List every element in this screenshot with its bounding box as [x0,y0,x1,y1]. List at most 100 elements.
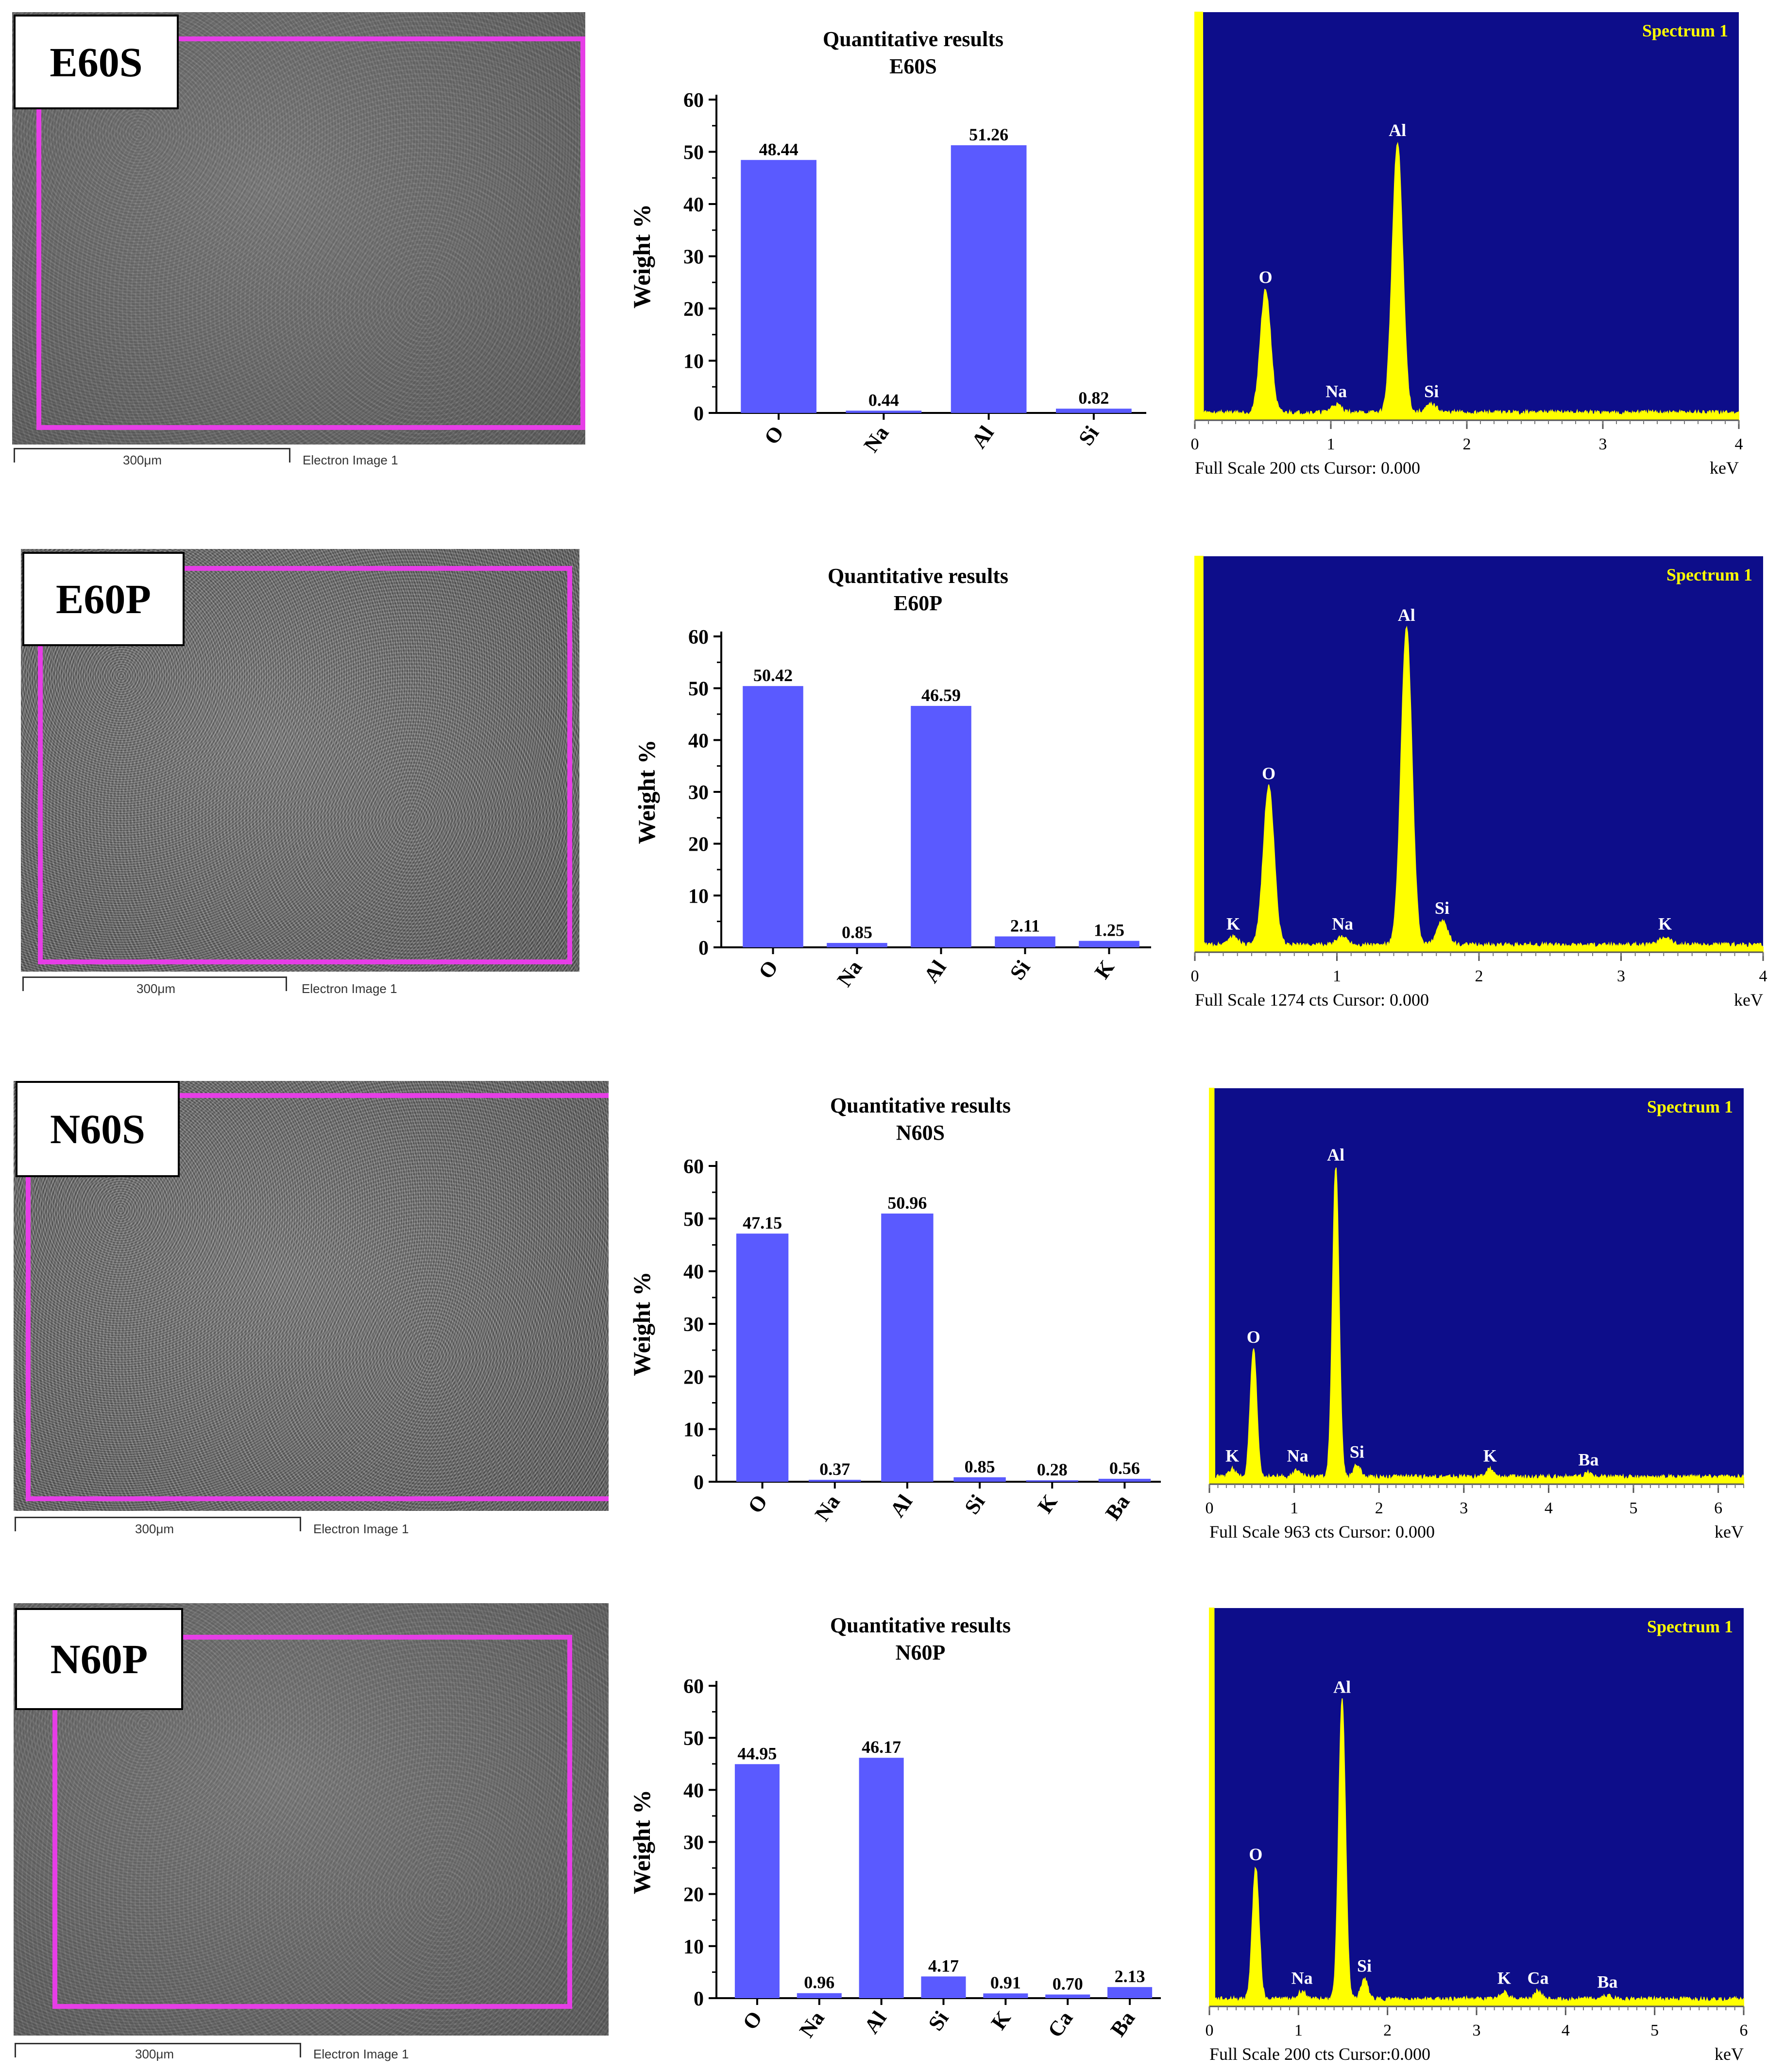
spectrum-trace [1194,12,1739,421]
x-tick-label: 3 [1473,2021,1481,2039]
y-tick-label: 30 [683,246,704,269]
bar-chart-e60p: Quantitative results E60P Weight % 0 10 20 30 4… [633,564,1151,991]
bar-value-label: 48.44 [759,139,799,159]
bar-value-label: 51.26 [969,125,1008,144]
bar-k [1026,1480,1078,1482]
sample-label: E60S [14,15,179,109]
y-tick-label: 40 [683,194,704,216]
peak-label-al: Al [1398,605,1415,625]
bar-value-label: 0.91 [990,1973,1021,1992]
y-tick-label: 50 [683,1728,704,1750]
scale-bar-label: 300μm [136,981,176,996]
spectrum-footer: Full Scale 200 cts Cursor: 0.000 [1195,458,1420,478]
bar-ba [1107,1987,1153,1998]
bar-value-label: 0.85 [965,1457,995,1476]
x-tick-label: Al [919,956,951,987]
electron-image-label: Electron Image 1 [303,453,398,467]
x-tick-label: Si [924,2007,953,2035]
peak-label-si: Si [1435,898,1449,918]
x-tick-label: Ba [1101,1490,1135,1524]
scale-bar-label: 300μm [135,1522,174,1536]
bar-na [846,411,922,413]
x-tick-label: 4 [1735,435,1743,453]
x-tick-label: Al [885,1490,917,1522]
x-axis-unit: keV [1715,1522,1744,1541]
x-axis-unit: keV [1710,458,1739,478]
bar-value-label: 1.25 [1094,921,1124,940]
y-tick-label: 0 [694,403,704,425]
y-tick-label: 30 [688,782,709,804]
bar-value-label: 0.70 [1053,1974,1083,1993]
scale-bar: 300μm Electron Image 1 [15,1517,452,1546]
spectrum-title: Spectrum 1 [1642,21,1728,40]
row-n60p: N60P 300μm Electron Image 1 Quantitative… [0,1584,1784,2071]
scale-bar-label: 300μm [123,453,162,467]
roi-frame [52,1635,572,2009]
spectrum-trace [1209,1088,1744,1485]
bar-value-label: 47.15 [743,1213,782,1233]
x-tick-label: 3 [1617,967,1625,985]
x-tick-label: Na [795,2007,829,2042]
spectrum-trace [1194,556,1764,953]
y-tick-label: 60 [683,89,704,112]
x-tick-label: 6 [1740,2021,1748,2039]
y-tick-label: 20 [683,1366,704,1388]
x-tick-label: 4 [1545,1499,1553,1517]
bar-al [951,145,1027,413]
peak-label-na: Na [1291,1968,1313,1987]
sample-label: N60P [15,1608,183,1710]
y-axis-label: Weight % [628,204,655,308]
peak-label-ba: Ba [1597,1972,1617,1992]
bar-value-label: 44.95 [737,1744,777,1763]
bar-value-label: 0.28 [1037,1460,1068,1479]
roi-frame [38,566,572,964]
bar-o [743,686,803,947]
row-n60s: N60S 300μm Electron Image 1 Quantitative… [0,1059,1784,1545]
peak-label-si: Si [1424,382,1439,401]
bar-al [881,1213,934,1482]
x-tick-label: 2 [1375,1499,1383,1517]
scale-bar-label: 300μm [135,2047,174,2061]
electron-image-label: Electron Image 1 [302,981,397,996]
y-tick-label: 20 [683,1884,704,1906]
peak-label-al: Al [1333,1678,1351,1697]
y-tick-label: 0 [694,1472,704,1494]
y-tick-label: 40 [688,730,709,752]
x-tick-label: Si [960,1490,989,1519]
sample-label: N60S [16,1081,180,1177]
x-tick-label: 1 [1333,967,1341,985]
peak-label-k: K [1658,914,1672,933]
bar-ca [1045,1994,1090,1998]
bar-na [827,942,887,947]
electron-image-label: Electron Image 1 [313,1522,409,1536]
bar-na [797,1993,842,1998]
spectrum-footer: Full Scale 963 cts Cursor: 0.000 [1209,1522,1435,1541]
peak-label-o: O [1259,267,1273,287]
row-e60s: E60S 300μm Electron Image 1 Quantitative… [0,0,1784,486]
spectrum-title: Spectrum 1 [1647,1617,1733,1636]
x-tick-label: 2 [1475,967,1483,985]
x-axis-unit: keV [1734,990,1763,1010]
spectrum-footer: Full Scale 200 cts Cursor:0.000 [1209,2044,1430,2064]
x-tick-label: Na [833,956,867,991]
y-tick-label: 20 [688,834,709,856]
bar-o [741,160,816,413]
y-tick-label: 50 [683,1208,704,1231]
bar-value-label: 2.13 [1115,1967,1145,1986]
bar-si [953,1477,1006,1482]
spectrum-trace [1209,1608,1744,2007]
bar-chart-n60p: Quantitative results N60P Weight % 0 10 20 30 4… [628,1613,1161,2042]
bar-value-label: 0.82 [1078,388,1109,408]
x-tick-label: Al [859,2007,891,2038]
x-tick-label: 0 [1206,2021,1214,2039]
bar-o [736,1233,789,1482]
y-tick-label: 10 [683,351,704,373]
spectrum-title: Spectrum 1 [1666,565,1752,584]
bar-na [809,1479,861,1482]
x-tick-label: Si [1074,422,1104,450]
bar-chart-n60s: Quantitative results N60S Weight % 0 10 20 30 4… [628,1094,1161,1525]
chart-title: Quantitative results [828,564,1008,588]
peak-label-si: Si [1350,1442,1364,1461]
scale-bar: 300μm Electron Image 1 [22,976,459,1006]
bar-si [1056,409,1132,413]
